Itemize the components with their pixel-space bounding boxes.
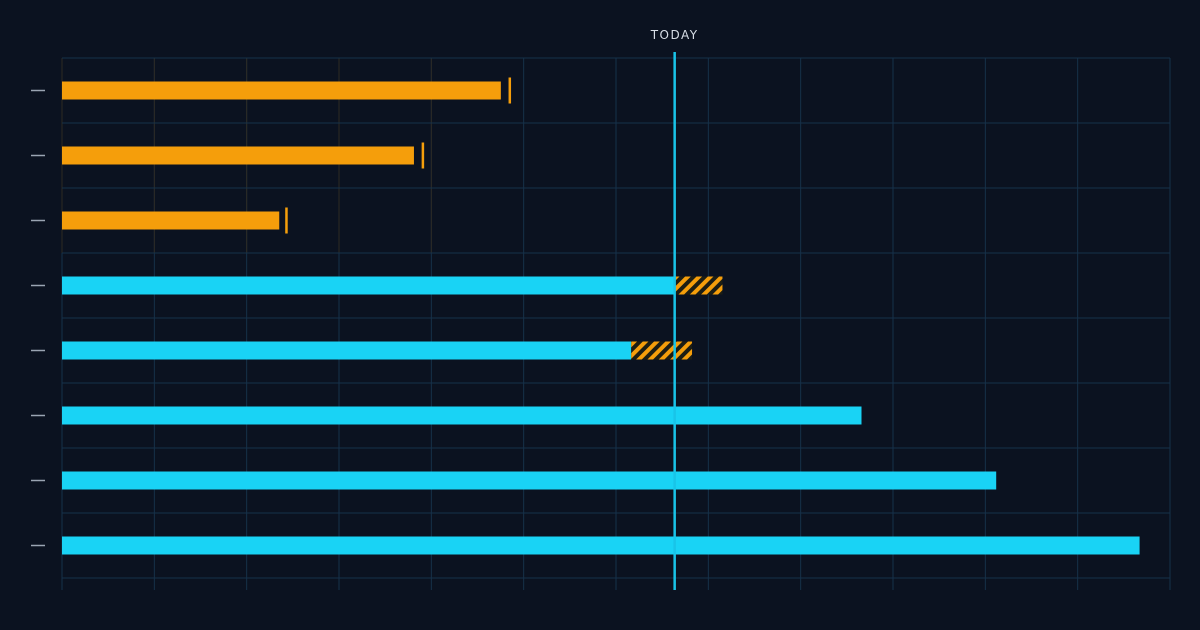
today-label: TODAY bbox=[650, 28, 699, 42]
milestone-marker bbox=[421, 142, 425, 169]
bar-in-progress bbox=[62, 341, 632, 360]
bar-in-progress bbox=[62, 471, 997, 490]
today-marker: TODAY bbox=[650, 28, 699, 590]
bar-overrun bbox=[674, 276, 723, 295]
bar-completed bbox=[62, 81, 501, 100]
bar-completed bbox=[62, 211, 280, 230]
grid bbox=[61, 57, 1171, 590]
milestone-marker bbox=[285, 207, 288, 234]
bar-in-progress bbox=[62, 406, 862, 425]
y-ticks bbox=[31, 89, 45, 547]
milestone-marker bbox=[508, 77, 512, 104]
bar-in-progress bbox=[62, 276, 675, 295]
bar-completed bbox=[62, 146, 414, 165]
bar-overrun bbox=[631, 341, 693, 360]
bar-in-progress bbox=[62, 536, 1140, 555]
bars bbox=[62, 77, 1140, 555]
